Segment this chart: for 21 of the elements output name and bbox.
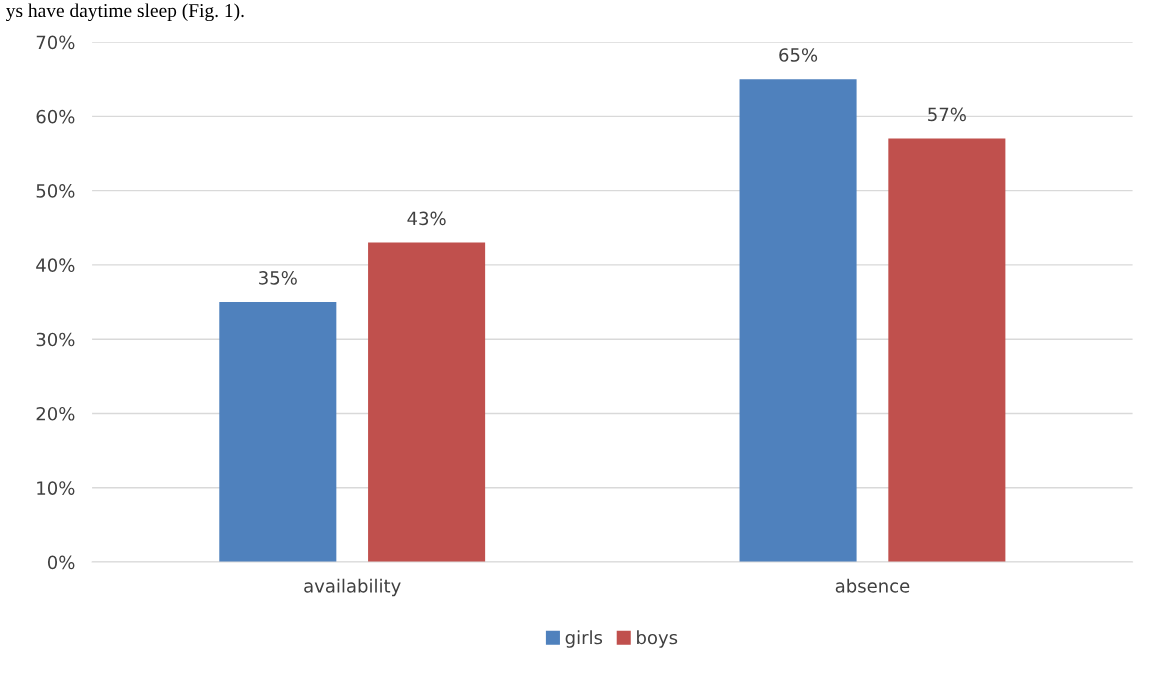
data-label: 65% (779, 48, 818, 62)
y-tick-label: 10% (37, 481, 75, 495)
bar (888, 138, 1006, 563)
x-tick-label: availability (304, 578, 401, 597)
legend-label: girls (565, 630, 603, 648)
data-label: 35% (259, 271, 297, 285)
legend-label: boys (637, 630, 678, 648)
y-tick-label: 40% (36, 258, 75, 273)
y-tick-label: 60% (36, 109, 75, 124)
y-tick-label: 70% (36, 35, 75, 50)
bar (739, 79, 857, 563)
data-label: 57% (928, 107, 966, 122)
y-tick-label: 30% (36, 332, 75, 347)
data-label: 43% (407, 211, 446, 226)
bar (219, 302, 337, 563)
y-tick-label: 20% (36, 406, 75, 421)
x-tick-label: absence (835, 578, 910, 593)
y-tick-label: 50% (36, 184, 75, 198)
bar (368, 242, 486, 563)
text: ys have daytime sleep (Fig. 1). (5, 3, 244, 22)
y-tick-label: 0% (47, 555, 75, 570)
